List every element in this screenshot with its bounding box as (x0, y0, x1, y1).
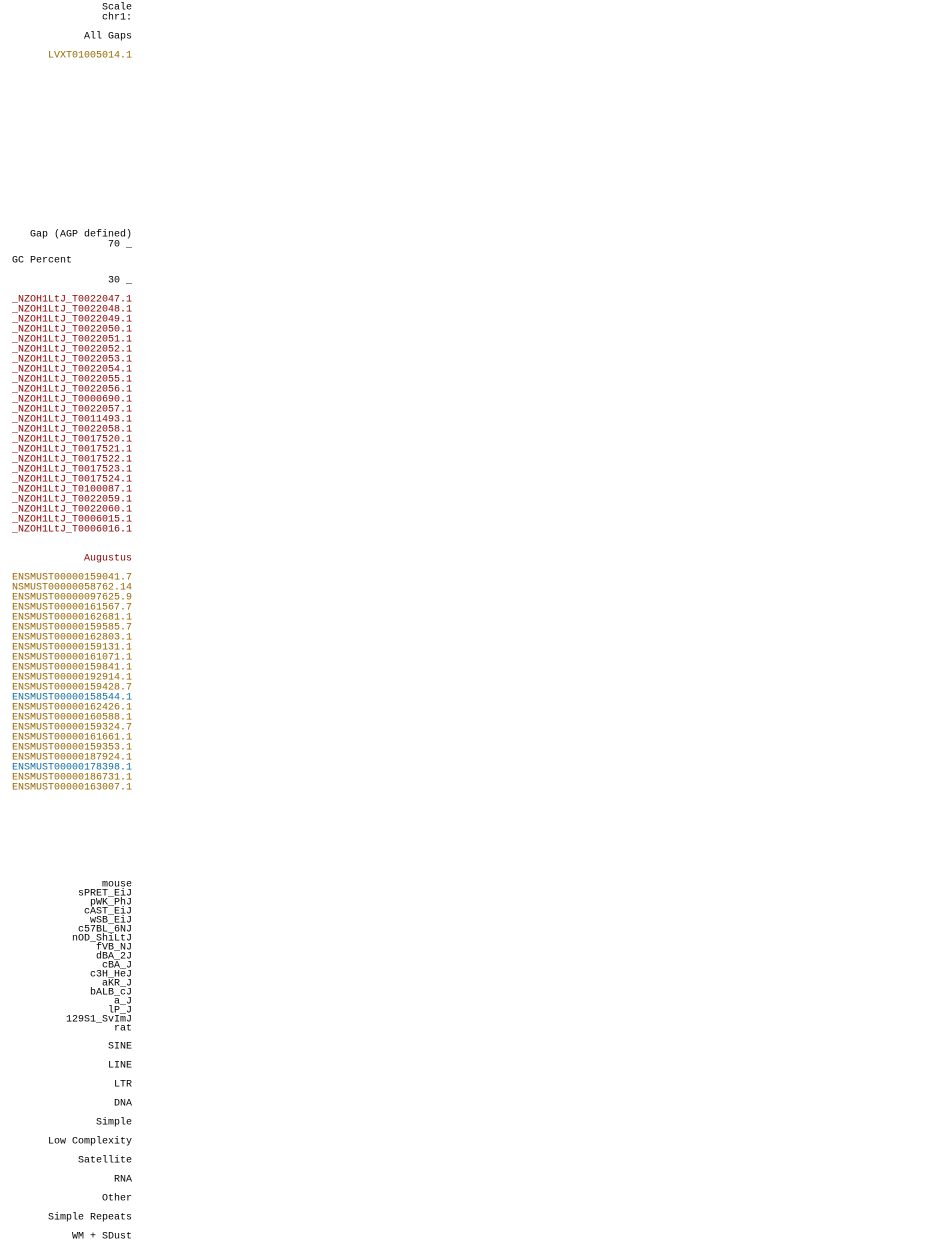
track-label: ENSMUST00000161661.1 (12, 733, 132, 744)
track-label: Scale (102, 2, 132, 14)
track-label: lP_J (108, 1005, 132, 1017)
track-label: ENSMUST00000162426.1 (12, 703, 132, 714)
track-label: Satellite (78, 1155, 132, 1167)
track-label: _NZOH1LtJ_T0022048.1 (11, 305, 132, 316)
track-label: ENSMUST00000097625.9 (12, 593, 132, 604)
track-label: _NZOH1LtJ_T0022054.1 (11, 365, 132, 376)
track-label: _NZOH1LtJ_T0022058.1 (11, 425, 132, 436)
track-label: NSMUST00000058762.14 (12, 583, 132, 594)
track-label: _NZOH1LtJ_T0022059.1 (11, 495, 132, 506)
track-label: ENSMUST00000159353.1 (12, 743, 132, 754)
track-label: nOD_ShiLtJ (72, 933, 132, 945)
track-label: pWK_PhJ (90, 897, 132, 909)
track-label: ENSMUST00000158544.1 (12, 693, 132, 704)
track-label: _NZOH1LtJ_T0022056.1 (11, 385, 132, 396)
track-label: _NZOH1LtJ_T0006015.1 (11, 515, 132, 526)
track-label: _NZOH1LtJ_T0022051.1 (11, 335, 132, 346)
track-label: 70 _ (108, 240, 133, 251)
track-label: rat (114, 1024, 132, 1035)
track-label: _NZOH1LtJ_T0017520.1 (11, 435, 132, 446)
track-label: _NZOH1LtJ_T0017521.1 (11, 445, 132, 456)
track-label: aKR_J (102, 979, 132, 990)
track-label: WM + SDust (72, 1232, 132, 1242)
track-label: _NZOH1LtJ_T0017524.1 (11, 475, 132, 486)
track-label: All Gaps (84, 31, 132, 43)
track-label: LTR (114, 1080, 132, 1091)
track-label: _NZOH1LtJ_T0006016.1 (11, 525, 132, 536)
track-label: c3H_HeJ (90, 970, 132, 981)
track-label: Other (102, 1193, 132, 1205)
track-label: sPRET_EiJ (78, 888, 132, 900)
track-label: Simple (96, 1117, 132, 1129)
track-label: ENSMUST00000159841.1 (12, 663, 132, 674)
track-label: ENSMUST00000159428.7 (12, 683, 132, 694)
track-label: 129S1_SvImJ (66, 1015, 132, 1026)
track-label: RNA (114, 1175, 132, 1186)
track-label: ENSMUST00000159041.7 (12, 573, 132, 584)
track-label: _NZOH1LtJ_T0011493.1 (11, 415, 132, 426)
track-label: mouse (102, 880, 132, 891)
track-label: ENSMUST00000187924.1 (12, 753, 132, 764)
track-label: _NZOH1LtJ_T0000690.1 (11, 395, 132, 406)
track-label: _NZOH1LtJ_T0022052.1 (11, 345, 132, 356)
track-label: chr1: (102, 12, 132, 24)
track-label: dBA_2J (96, 951, 132, 963)
track-label: ENSMUST00000159131.1 (12, 643, 132, 654)
track-label: _NZOH1LtJ_T0022057.1 (11, 405, 132, 416)
track-label: _NZOH1LtJ_T0100087.1 (11, 485, 132, 496)
track-label: c57BL_6NJ (78, 925, 132, 936)
track-label: _NZOH1LtJ_T0022049.1 (11, 315, 132, 326)
track-label: bALB_cJ (90, 987, 132, 999)
track-label: cBA_J (102, 961, 132, 972)
track-label: Gap (AGP defined) (30, 229, 132, 241)
track-label: ENSMUST00000160588.1 (12, 713, 132, 724)
track-label: ENSMUST00000186731.1 (12, 773, 132, 784)
track-label: _NZOH1LtJ_T0017522.1 (11, 455, 132, 466)
track-label: _NZOH1LtJ_T0022060.1 (11, 505, 132, 516)
track-label: _NZOH1LtJ_T0017523.1 (11, 465, 132, 476)
track-label: _NZOH1LtJ_T0022050.1 (11, 325, 132, 336)
track-label: ENSMUST00000192914.1 (12, 673, 132, 684)
track-label: a_J (114, 997, 132, 1008)
track-label: LINE (108, 1061, 132, 1072)
track-label: _NZOH1LtJ_T0022055.1 (11, 375, 132, 386)
track-label: ENSMUST00000161567.7 (12, 603, 132, 614)
track-label: DNA (114, 1099, 132, 1110)
track-label: ENSMUST00000159324.7 (12, 723, 132, 734)
track-label: Augustus (84, 554, 132, 565)
track-label: ENSMUST00000162681.1 (12, 613, 132, 624)
track-label: cAST_EiJ (84, 906, 132, 918)
track-label: LVXT01005014.1 (48, 51, 132, 62)
track-label: wSB_EiJ (90, 915, 132, 927)
track-label: ENSMUST00000159585.7 (12, 623, 132, 634)
track-label: _NZOH1LtJ_T0022053.1 (11, 355, 132, 366)
track-label: ENSMUST00000162803.1 (12, 633, 132, 644)
track-label: GC Percent (12, 256, 72, 267)
track-label: Low Complexity (48, 1136, 132, 1148)
track-label: 30 _ (108, 276, 133, 287)
track-label: ENSMUST00000163007.1 (12, 783, 132, 794)
track-label: SINE (108, 1042, 132, 1053)
track-label: Simple Repeats (48, 1212, 132, 1224)
track-label: ENSMUST00000161071.1 (12, 653, 132, 664)
track-label: ENSMUST00000178398.1 (12, 763, 132, 774)
track-label: _NZOH1LtJ_T0022047.1 (11, 295, 132, 306)
track-label: fVB_NJ (96, 942, 132, 954)
